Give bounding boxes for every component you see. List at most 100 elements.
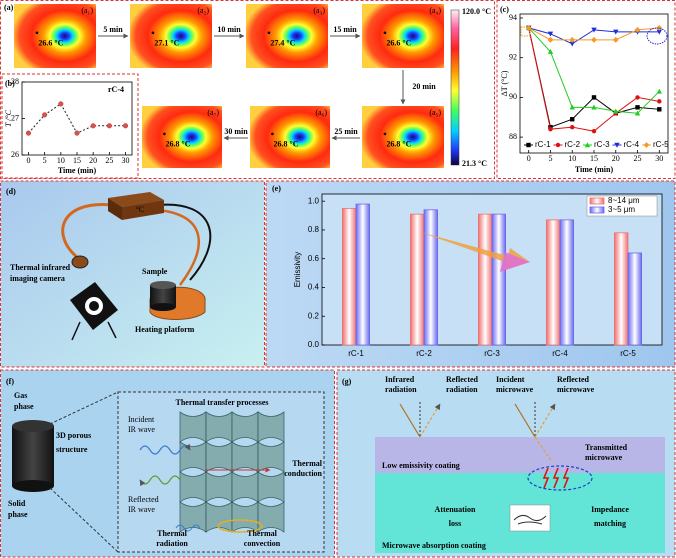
marker bbox=[656, 29, 662, 35]
temperature-label: 26.6 °C bbox=[38, 39, 63, 48]
camera-label: imaging camera bbox=[10, 274, 65, 283]
lattice-cell bbox=[231, 411, 259, 443]
sample-dot bbox=[163, 132, 166, 136]
inset-title: Thermal transfer processes bbox=[175, 398, 268, 407]
inset-label: IR wave bbox=[128, 505, 155, 514]
legend-label: 8~14 μm bbox=[608, 196, 640, 205]
ray-label: Reflected bbox=[557, 375, 590, 384]
marker bbox=[25, 130, 32, 136]
x-tick-label: 25 bbox=[634, 154, 642, 163]
y-tick-label: 0.4 bbox=[308, 283, 320, 292]
highlight bbox=[646, 27, 668, 45]
camera-leg bbox=[107, 321, 117, 339]
dial bbox=[71, 255, 89, 269]
arrow-label: 5 min bbox=[103, 25, 123, 34]
marker bbox=[634, 110, 641, 116]
colorbar-max: 120.0 °C bbox=[462, 7, 491, 16]
top-layer bbox=[375, 437, 665, 473]
marker bbox=[555, 142, 561, 148]
y-tick-label: 90 bbox=[509, 92, 517, 101]
x-tick-label: rC-5 bbox=[620, 349, 636, 358]
x-tick-label: rC-3 bbox=[484, 349, 500, 358]
panel-label: (d) bbox=[6, 187, 16, 196]
x-tick-label: 30 bbox=[122, 156, 130, 165]
phase-label: Gas bbox=[14, 391, 27, 400]
legend-label: rC-4 bbox=[624, 140, 640, 149]
x-tick-label: 10 bbox=[568, 154, 576, 163]
bar bbox=[423, 209, 439, 346]
thermal-image bbox=[142, 106, 222, 168]
guide bbox=[49, 391, 119, 425]
platform-label: Heating platform bbox=[135, 325, 195, 334]
ray-label: radiation bbox=[385, 385, 417, 394]
panel-frame bbox=[0, 180, 265, 368]
thermal-image bbox=[362, 4, 444, 68]
x-tick-label: 30 bbox=[655, 154, 663, 163]
ray-label: Infrared bbox=[385, 375, 415, 384]
phase-label: phase bbox=[8, 510, 28, 519]
marker bbox=[634, 26, 641, 33]
convection-loop bbox=[217, 519, 263, 533]
legend-swatch bbox=[589, 206, 605, 214]
inset-label: Thermal bbox=[157, 529, 188, 538]
x-axis-label: Time (min) bbox=[58, 166, 97, 175]
marker bbox=[657, 99, 662, 104]
inset-label: convection bbox=[244, 539, 281, 548]
y-axis-label: ΔT (°C) bbox=[500, 70, 509, 96]
temperature-label: 26.6 °C bbox=[386, 39, 411, 48]
x-tick-label: 5 bbox=[43, 156, 47, 165]
lattice-cell bbox=[231, 441, 259, 473]
sample-label: Sample bbox=[142, 267, 168, 276]
ray bbox=[534, 436, 553, 463]
panel-label: (c) bbox=[500, 5, 509, 14]
ray-label: Reflected bbox=[446, 375, 479, 384]
marker bbox=[656, 25, 663, 31]
image-label: (a₂) bbox=[197, 6, 209, 15]
bar bbox=[355, 203, 371, 346]
marker bbox=[548, 126, 553, 132]
arrow-label: 25 min bbox=[334, 127, 358, 136]
lattice-cell bbox=[257, 471, 285, 503]
arrow-label: 10 min bbox=[217, 25, 241, 34]
bar bbox=[409, 213, 425, 346]
y-tick-label: 0.6 bbox=[308, 254, 320, 263]
ray bbox=[419, 403, 441, 438]
marker bbox=[591, 104, 597, 110]
lattice-cell bbox=[179, 411, 207, 443]
lattice-cell bbox=[205, 441, 233, 473]
layer-label: Low emissivity coating bbox=[382, 461, 460, 470]
ray bbox=[514, 403, 536, 438]
marker bbox=[657, 107, 662, 112]
lattice-cell bbox=[205, 471, 233, 503]
inset-label: Incident bbox=[128, 415, 155, 424]
x-tick-label: 25 bbox=[105, 156, 113, 165]
sample bbox=[150, 285, 176, 307]
arrow-label: 30 min bbox=[224, 127, 248, 136]
x-tick-label: rC-4 bbox=[552, 349, 568, 358]
bar bbox=[546, 219, 561, 346]
x-tick-label: rC-1 bbox=[348, 349, 364, 358]
thermal-image bbox=[246, 4, 328, 68]
attenuation-bolt bbox=[562, 467, 570, 489]
image-label: (a₇) bbox=[207, 108, 219, 117]
sample-bottom bbox=[150, 303, 176, 311]
y-tick-label: 92 bbox=[509, 53, 517, 62]
bar bbox=[627, 252, 643, 346]
porous-bottom bbox=[12, 480, 54, 492]
panel-frame bbox=[0, 369, 335, 558]
thermal-image bbox=[130, 4, 212, 68]
controller bbox=[108, 198, 122, 220]
y-tick-label: 94 bbox=[509, 13, 517, 22]
marker bbox=[584, 142, 591, 148]
thermal-image bbox=[250, 106, 330, 168]
panel-frame bbox=[265, 180, 676, 368]
lattice-cell bbox=[257, 411, 285, 443]
marker bbox=[570, 117, 575, 122]
legend-label: rC-1 bbox=[535, 140, 551, 149]
camera-leg bbox=[71, 321, 81, 341]
lattice-cell bbox=[257, 441, 285, 473]
marker bbox=[569, 36, 576, 43]
temperature-label: 26.8 °C bbox=[386, 139, 411, 148]
sample-dot bbox=[383, 31, 387, 35]
